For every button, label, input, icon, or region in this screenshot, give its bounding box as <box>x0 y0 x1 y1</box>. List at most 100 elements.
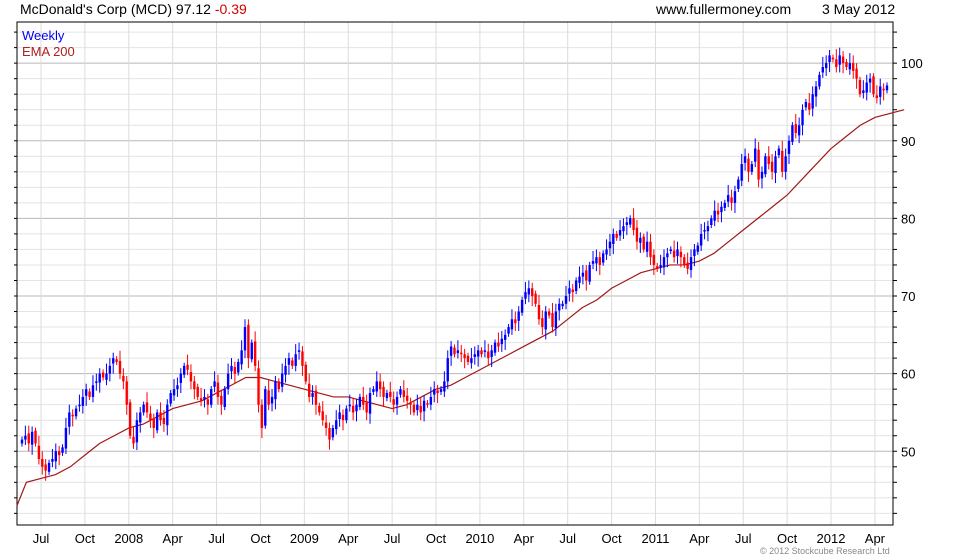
candle-body <box>149 413 152 421</box>
candle-body <box>88 391 91 397</box>
candle-body <box>311 393 314 397</box>
candle-body <box>531 288 534 297</box>
candle-body <box>405 395 409 401</box>
x-tick-label: Apr <box>338 531 359 546</box>
y-tick-label: 90 <box>901 134 915 149</box>
candle-body <box>115 359 118 362</box>
candle-body <box>91 385 95 397</box>
candle-body <box>537 304 541 320</box>
chart-title: McDonald's Corp (MCD) 97.12 -0.39 <box>20 1 247 17</box>
candle-body <box>304 364 308 382</box>
candle-body <box>389 391 392 397</box>
candle-body <box>250 342 253 360</box>
candle-body <box>605 249 608 255</box>
candle-body <box>629 218 632 225</box>
candle-body <box>541 318 544 328</box>
candle-body <box>297 350 301 352</box>
candle-body <box>78 404 81 407</box>
candle-body <box>372 389 375 392</box>
candle-body <box>618 230 622 236</box>
x-tick-label: Apr <box>689 531 710 546</box>
candle-body <box>61 447 64 453</box>
candle-body <box>558 303 561 311</box>
candle-body <box>544 311 547 330</box>
candle-body <box>777 148 781 156</box>
y-tick-label: 80 <box>901 211 915 226</box>
candle-body <box>301 351 304 366</box>
candle-body <box>223 389 226 408</box>
x-tick-label: 2011 <box>641 531 669 546</box>
candle-body <box>818 74 821 87</box>
candle-body <box>689 257 693 271</box>
x-tick-label: Jul <box>559 531 576 546</box>
candle-body <box>328 427 331 440</box>
candle-body <box>105 373 108 380</box>
candle-body <box>848 63 852 70</box>
candle-body <box>409 403 412 405</box>
candle-body <box>666 253 669 258</box>
candle-body <box>520 299 524 313</box>
candle-body <box>362 396 365 405</box>
candle-body <box>264 389 267 426</box>
candle-body <box>399 389 402 395</box>
candle-body <box>794 124 797 134</box>
candle-body <box>449 346 453 356</box>
candle-body <box>237 361 240 373</box>
x-tick-label: Apr <box>865 531 886 546</box>
candle-body <box>635 227 639 242</box>
candle-body <box>378 381 382 390</box>
candle-body <box>74 408 78 417</box>
candle-body <box>466 355 470 362</box>
candle-body <box>220 395 223 405</box>
candle-body <box>706 226 710 232</box>
candle-body <box>601 253 605 263</box>
candle-body <box>429 396 433 405</box>
candle-body <box>710 218 713 225</box>
candle-body <box>57 451 61 456</box>
candle-body <box>402 390 406 397</box>
candle-body <box>335 420 338 430</box>
candle-body <box>858 79 862 95</box>
candle-body <box>652 254 656 265</box>
candle-body <box>152 419 155 428</box>
candle-body <box>645 241 649 252</box>
candle-body <box>240 350 243 365</box>
candle-body <box>24 435 27 440</box>
candle-body <box>443 381 446 392</box>
candle-body <box>125 381 128 405</box>
candle-body <box>801 109 804 126</box>
candle-body <box>277 381 280 390</box>
candle-body <box>112 358 115 364</box>
x-tick-label: 2008 <box>114 531 143 546</box>
candle-body <box>179 373 183 383</box>
candle-body <box>740 164 743 181</box>
candle-body <box>162 417 166 425</box>
candle-body <box>128 402 132 436</box>
candle-body <box>862 90 865 94</box>
candle-body <box>855 68 858 79</box>
candle-body <box>463 354 466 359</box>
candle-body <box>132 436 135 444</box>
candle-body <box>838 55 841 65</box>
x-tick-label: Jul <box>735 531 752 546</box>
candle-body <box>764 156 767 175</box>
candle-body <box>257 368 260 405</box>
candle-body <box>84 389 88 396</box>
y-tick-label: 100 <box>901 56 923 71</box>
candle-body <box>267 390 270 405</box>
candle-body <box>598 257 601 265</box>
candle-body <box>730 197 733 203</box>
chart-date: 3 May 2012 <box>822 1 896 17</box>
candle-body <box>547 311 551 316</box>
candle-body <box>101 372 105 378</box>
legend-ema: EMA 200 <box>22 44 75 59</box>
candle-body <box>216 382 220 397</box>
candle-body <box>615 233 618 238</box>
candle-body <box>206 399 210 405</box>
candle-body <box>47 462 51 472</box>
candle-body <box>358 396 362 408</box>
candle-body <box>781 150 784 172</box>
candle-body <box>750 164 754 172</box>
candle-body <box>135 420 139 443</box>
x-tick-label: Jul <box>384 531 401 546</box>
